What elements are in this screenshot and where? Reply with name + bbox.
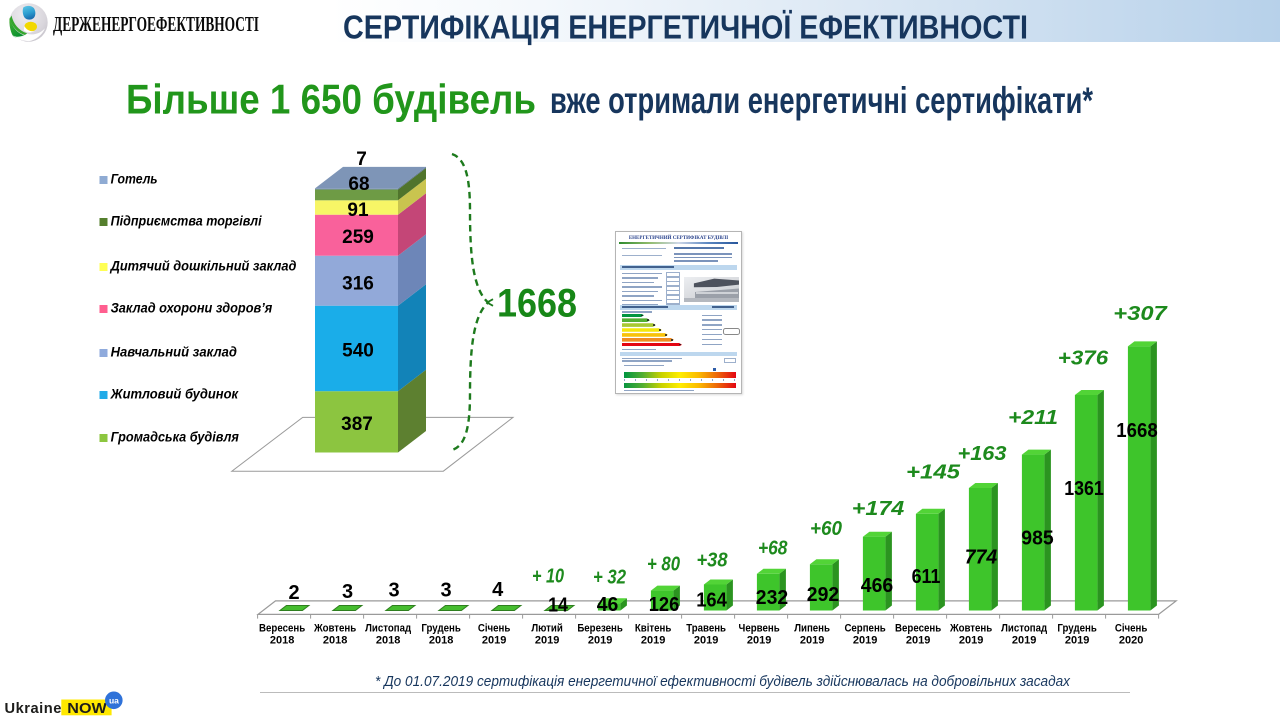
svg-text:+ 80: + 80 (647, 554, 680, 576)
svg-text:2: 2 (288, 582, 299, 604)
svg-text:Житловий будинок: Житловий будинок (110, 386, 240, 401)
svg-text:611: 611 (912, 566, 941, 588)
svg-text:Готель: Готель (111, 171, 158, 186)
svg-text:Підприємства торгівлі: Підприємства торгівлі (111, 213, 262, 228)
svg-text:2019: 2019 (535, 635, 559, 647)
svg-text:46: 46 (597, 594, 619, 616)
svg-text:+376: +376 (1058, 348, 1109, 370)
svg-text:2018: 2018 (376, 635, 400, 647)
svg-text:+211: +211 (1008, 407, 1058, 429)
svg-text:Листопад: Листопад (1001, 623, 1047, 635)
svg-text:Жовтень: Жовтень (949, 623, 992, 635)
svg-text:Березень: Березень (577, 623, 623, 635)
svg-text:Січень: Січень (1115, 623, 1148, 635)
svg-text:Серпень: Серпень (844, 623, 886, 635)
svg-text:Грудень: Грудень (421, 623, 461, 635)
svg-text:14: 14 (548, 595, 569, 617)
svg-text:2019: 2019 (853, 635, 877, 647)
svg-text:985: 985 (1021, 528, 1053, 550)
svg-text:2019: 2019 (482, 635, 506, 647)
svg-text:ДЕРЖЕНЕРГОЕФЕКТИВНОСТІ: ДЕРЖЕНЕРГОЕФЕКТИВНОСТІ (53, 12, 259, 36)
svg-text:СЕРТИФІКАЦІЯ ЕНЕРГЕТИЧНОЇ ЕФЕК: СЕРТИФІКАЦІЯ ЕНЕРГЕТИЧНОЇ ЕФЕКТИВНОСТІ (343, 8, 1028, 45)
svg-text:3: 3 (388, 580, 399, 602)
svg-text:Заклад охорони здоров’я: Заклад охорони здоров’я (111, 300, 273, 315)
svg-text:466: 466 (861, 575, 893, 597)
svg-text:* До 01.07.2019 сертифікація: * До 01.07.2019 сертифікація енергетично… (375, 673, 1070, 690)
svg-text:Жовтень: Жовтень (313, 623, 356, 635)
svg-text:387: 387 (341, 414, 373, 435)
svg-text:ua: ua (109, 696, 119, 706)
svg-text:2019: 2019 (1012, 635, 1036, 647)
svg-text:+ 10: + 10 (532, 566, 564, 588)
svg-text:1668: 1668 (497, 282, 577, 326)
svg-text:Лютий: Лютий (531, 623, 563, 635)
svg-text:2019: 2019 (641, 635, 665, 647)
svg-text:Громадська будівля: Громадська будівля (111, 429, 239, 444)
svg-text:+68: +68 (758, 538, 788, 560)
svg-text:259: 259 (342, 227, 374, 248)
svg-text:+38: +38 (697, 550, 729, 572)
svg-text:Дитячий дошкільний заклад: Дитячий дошкільний заклад (110, 258, 297, 273)
svg-text:2019: 2019 (959, 635, 983, 647)
svg-text:3: 3 (440, 580, 451, 602)
svg-text:Червень: Червень (739, 623, 780, 635)
svg-text:1361: 1361 (1064, 478, 1104, 500)
svg-text:3: 3 (342, 581, 353, 603)
svg-text:540: 540 (342, 341, 374, 362)
svg-text:232: 232 (756, 587, 788, 609)
svg-text:Вересень: Вересень (895, 623, 941, 635)
svg-text:+60: +60 (810, 518, 842, 540)
svg-text:2018: 2018 (429, 635, 453, 647)
svg-text:2018: 2018 (270, 635, 294, 647)
svg-text:2019: 2019 (1065, 635, 1089, 647)
svg-text:2019: 2019 (747, 635, 771, 647)
svg-text:4: 4 (492, 579, 504, 601)
svg-text:1668: 1668 (1116, 420, 1157, 442)
svg-text:292: 292 (807, 584, 839, 606)
svg-text:Листопад: Листопад (365, 623, 411, 635)
svg-text:Травень: Травень (686, 623, 726, 635)
svg-text:+307: +307 (1113, 303, 1167, 325)
svg-text:91: 91 (347, 200, 369, 221)
svg-text:316: 316 (342, 273, 374, 294)
svg-text:2019: 2019 (800, 635, 824, 647)
svg-text:7: 7 (356, 149, 367, 170)
svg-text:+174: +174 (852, 498, 905, 520)
svg-text:Ukraine: Ukraine (5, 701, 62, 717)
svg-text:68: 68 (348, 174, 369, 195)
svg-text:Квітень: Квітень (635, 623, 672, 635)
svg-text:+ 32: + 32 (593, 567, 626, 589)
svg-text:Липень: Липень (794, 623, 830, 635)
svg-text:Грудень: Грудень (1057, 623, 1097, 635)
svg-text:2019: 2019 (694, 635, 718, 647)
svg-text:Вересень: Вересень (259, 623, 305, 635)
svg-text:+163: +163 (958, 443, 1007, 465)
svg-text:Навчальний заклад: Навчальний заклад (111, 344, 237, 359)
svg-text:164: 164 (696, 590, 727, 612)
svg-text:774: 774 (965, 547, 997, 569)
svg-text:+145: +145 (906, 462, 961, 484)
svg-text:126: 126 (649, 594, 680, 616)
svg-text:2020: 2020 (1119, 635, 1143, 647)
svg-text:вже отримали енергетичні серти: вже отримали енергетичні сертифікати* (550, 80, 1093, 121)
svg-text:2019: 2019 (906, 635, 930, 647)
svg-text:2018: 2018 (323, 635, 347, 647)
svg-text:Січень: Січень (478, 623, 511, 635)
svg-text:Більше 1 650 будівель: Більше 1 650 будівель (126, 75, 536, 122)
svg-text:NOW: NOW (67, 701, 107, 717)
svg-text:2019: 2019 (588, 635, 612, 647)
